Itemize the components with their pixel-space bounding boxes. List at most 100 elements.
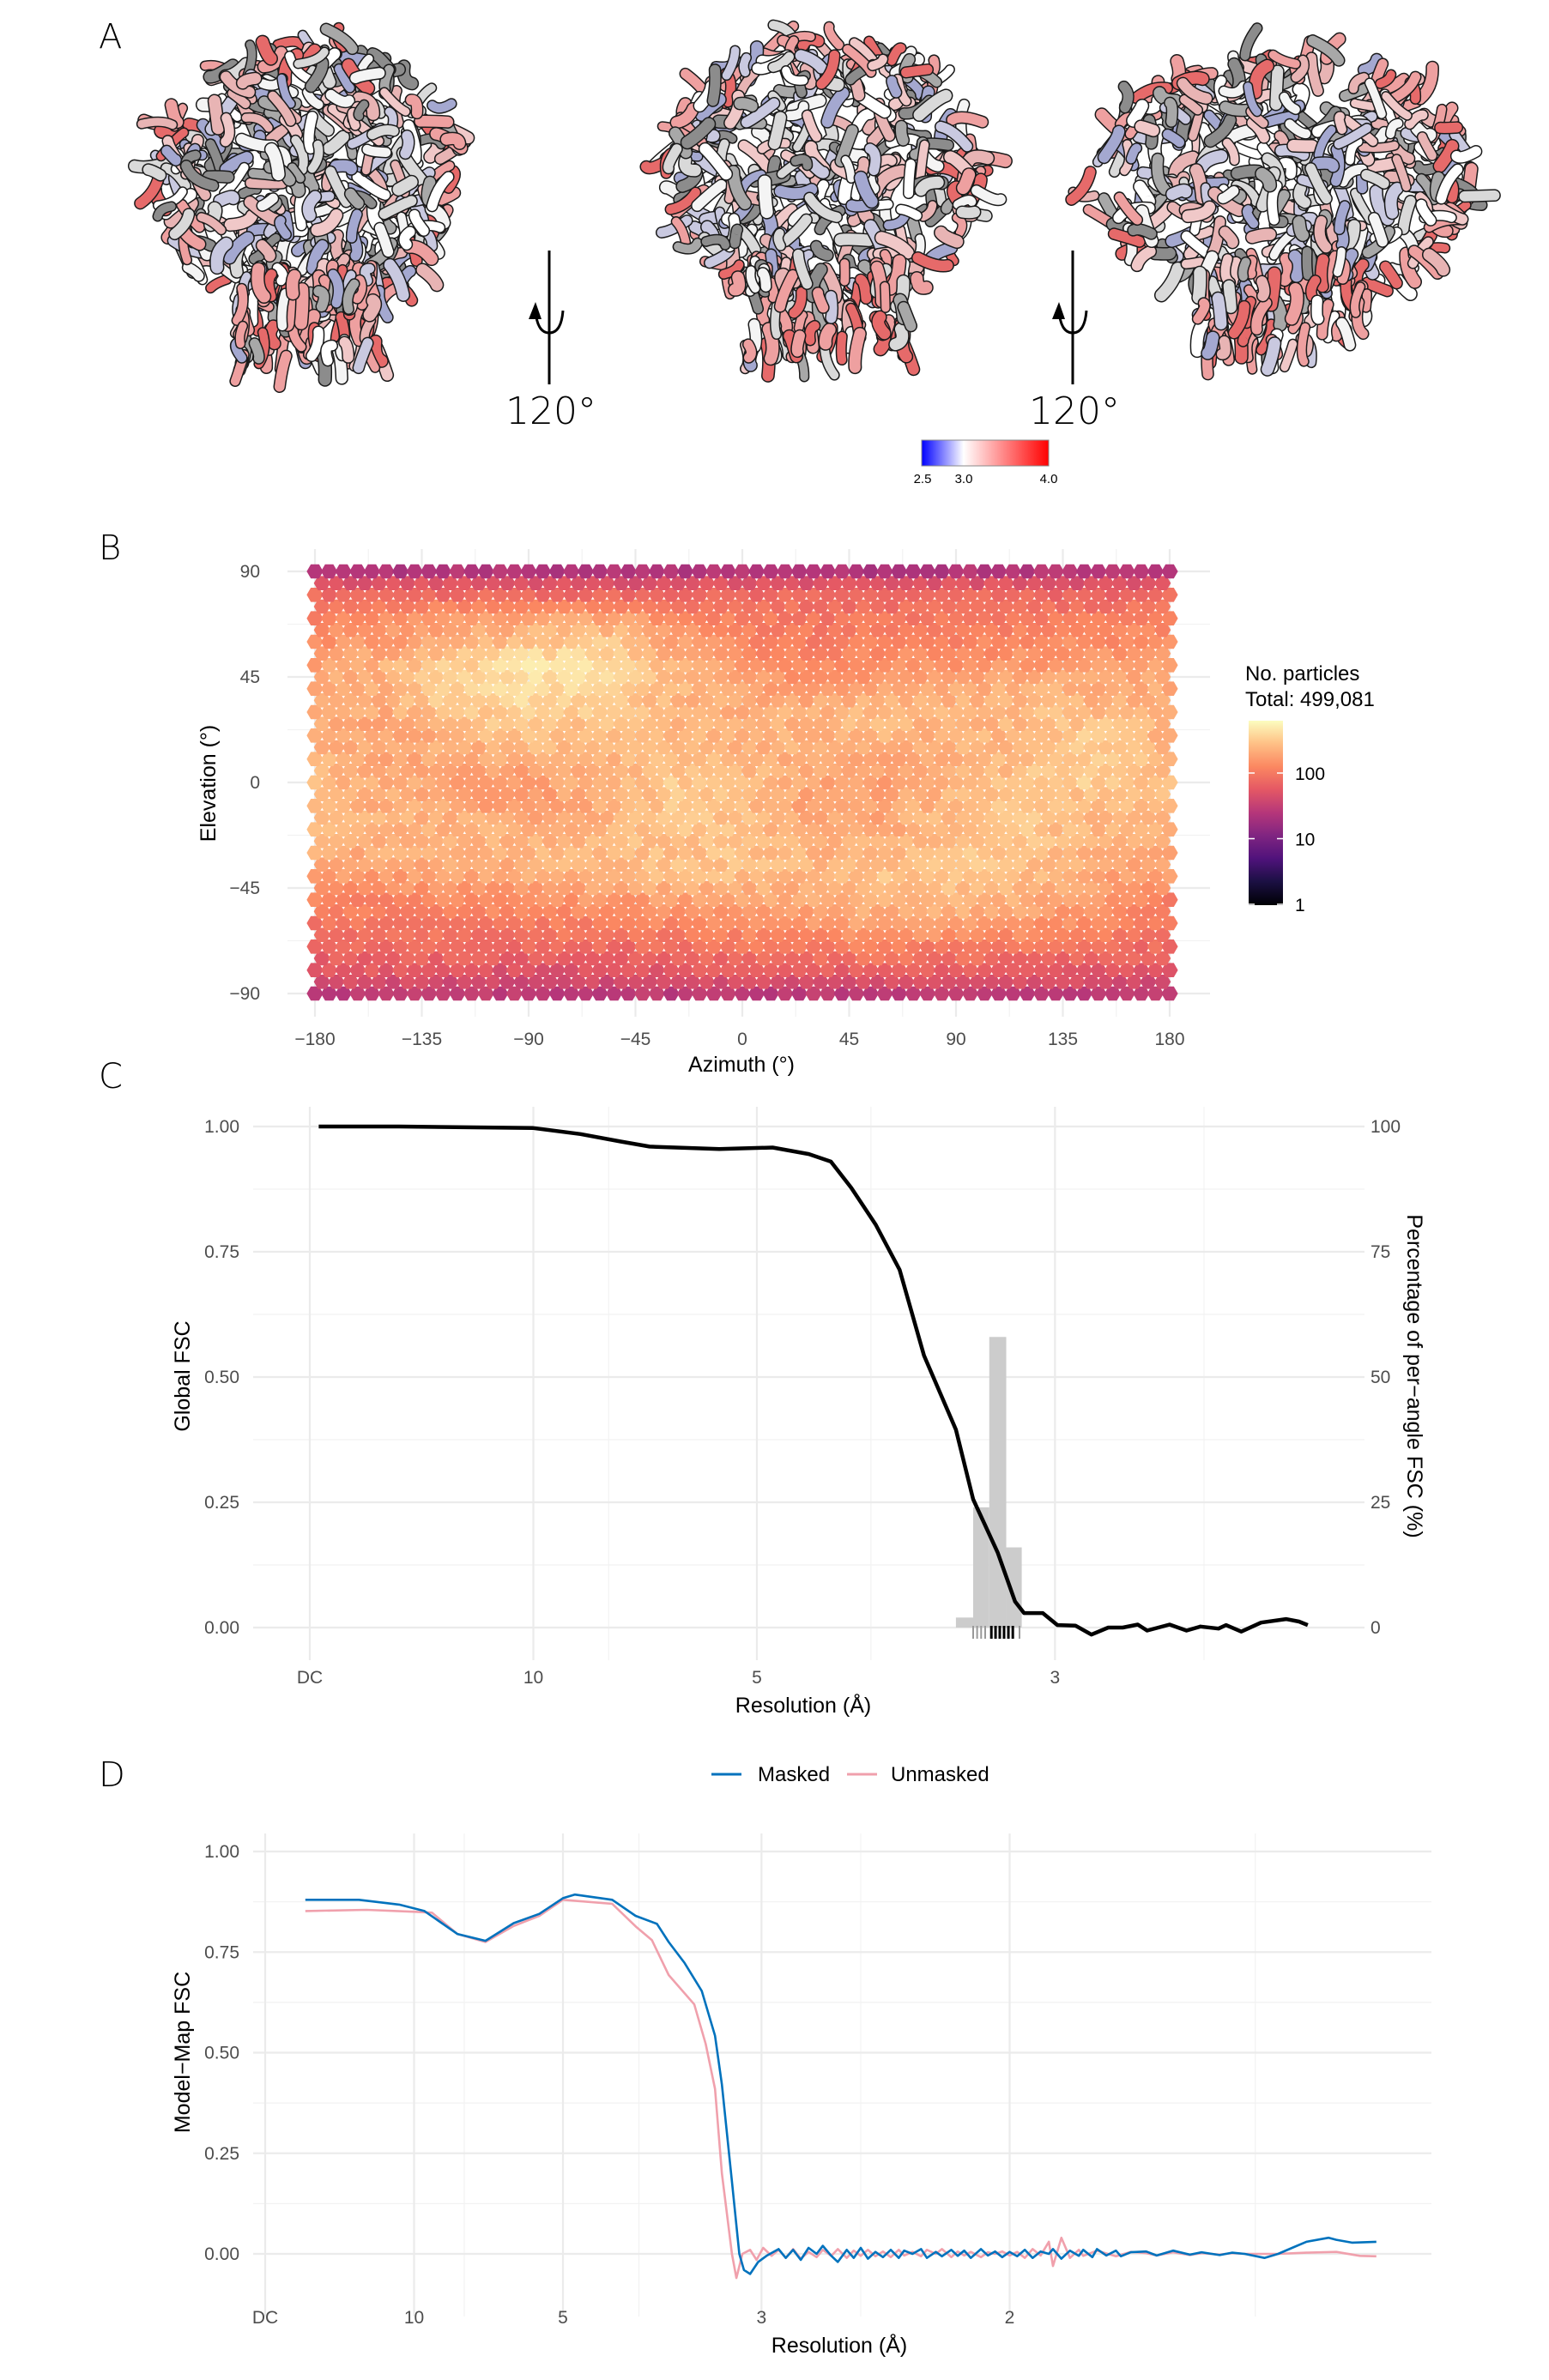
hexbin-cell <box>790 822 808 837</box>
density-strand <box>849 76 865 101</box>
hexbin-cell <box>812 857 829 872</box>
hexbin-cell <box>1047 939 1064 954</box>
hexbin-cell <box>762 986 779 1001</box>
hexbin-cell <box>812 904 829 919</box>
hexbin-cell <box>784 904 801 919</box>
hexbin-cell <box>342 904 360 919</box>
hexbin-cell <box>790 845 808 861</box>
hexbin-cell <box>606 986 623 1001</box>
hexbin-cell <box>535 892 552 907</box>
hexbin-cell <box>1019 963 1036 977</box>
density-strand <box>1358 54 1383 76</box>
hexbin-cell <box>755 810 772 825</box>
hexbin-cell <box>570 810 587 825</box>
hexbin-cell <box>933 915 950 931</box>
hexbin-cell <box>727 810 744 825</box>
hexbin-cell <box>520 963 537 977</box>
hexbin-cell <box>1075 869 1092 884</box>
hexbin-cell <box>626 834 644 849</box>
density-strand <box>342 279 360 314</box>
hexbin-cell <box>769 951 787 966</box>
hexbin-cell <box>812 951 829 966</box>
hexbin-cell <box>606 963 623 977</box>
hexbin-cell <box>891 799 908 813</box>
hexbin-cell <box>513 927 530 942</box>
density-strand <box>741 98 779 128</box>
hexbin-cell <box>399 951 416 966</box>
hexbin-cell <box>1062 939 1079 954</box>
density-strand <box>1262 337 1280 376</box>
density-strand <box>142 164 166 181</box>
hexbin-cell <box>876 939 893 954</box>
density-strand <box>444 166 460 193</box>
hexbin-cell <box>363 986 380 1001</box>
hexbin-cell <box>384 975 402 989</box>
hexbin-cell <box>1111 951 1128 966</box>
hexbin-cell <box>833 915 850 931</box>
hexbin-cell <box>378 939 395 954</box>
hexbin-cell <box>1133 892 1150 907</box>
hexbin-cell <box>1019 822 1036 837</box>
hexbin-cell <box>1097 951 1114 966</box>
density-strand <box>729 225 742 248</box>
density-strand <box>1362 277 1393 296</box>
hexbin-cell <box>954 975 971 989</box>
hexbin-cell <box>335 799 352 813</box>
density-strand <box>826 291 838 323</box>
hexbin-cell <box>584 857 602 872</box>
hexbin-cell <box>826 880 844 896</box>
hexbin-cell <box>349 939 366 954</box>
density-strand <box>335 64 354 93</box>
hexbin-cell <box>335 986 352 1001</box>
hexbin-cell <box>328 857 345 872</box>
hexbin-cell <box>1161 915 1178 931</box>
density-strand <box>1358 141 1399 152</box>
hexbin-cell <box>484 951 502 966</box>
density-strand <box>804 193 842 222</box>
hexbin-cell <box>954 857 971 872</box>
density-strand <box>416 263 443 291</box>
density-strand <box>1451 146 1481 163</box>
hexbin-cell <box>840 951 858 966</box>
hexbin-cell <box>969 927 986 942</box>
hexbin-cell <box>1111 834 1128 849</box>
density-strand <box>1334 247 1346 276</box>
hexbin-cell <box>684 810 701 825</box>
hexbin-cell <box>1161 822 1178 837</box>
hexbin-cell <box>427 904 445 919</box>
density-strand <box>834 233 875 246</box>
hexbin-cell <box>656 951 673 966</box>
hexbin-cell <box>1104 822 1122 837</box>
density-strand <box>206 139 225 172</box>
hexbin-cell <box>335 892 352 907</box>
hexbin-cell <box>898 904 915 919</box>
hexbin-cell <box>563 963 580 977</box>
hexbin-cell <box>898 975 915 989</box>
density-strand <box>813 287 829 313</box>
density-strand <box>321 341 337 365</box>
hexbin-cell <box>1161 963 1178 977</box>
hexbin-cell <box>384 834 402 849</box>
hexbin-cell <box>591 799 608 813</box>
hexbin-cell <box>1097 927 1114 942</box>
density-strand <box>1165 98 1177 127</box>
hexbin-cell <box>505 963 523 977</box>
density-strand <box>855 172 878 208</box>
hexbin-cell <box>976 963 993 977</box>
density-strand <box>1280 340 1298 371</box>
density-strand <box>1391 144 1414 164</box>
hexbin-cell <box>413 904 431 919</box>
hexbin-cell <box>997 880 1014 896</box>
hexbin-cell <box>962 963 979 977</box>
density-strand <box>734 98 758 112</box>
hexbin-cell <box>342 975 360 989</box>
hexbin-cell <box>712 927 729 942</box>
hexbin-cell <box>840 857 858 872</box>
hexbin-cell <box>1154 904 1171 919</box>
hexbin-cell <box>584 904 602 919</box>
hexbin-cell <box>563 939 580 954</box>
hexbin-cell <box>669 857 687 872</box>
density-strand <box>1223 138 1239 165</box>
hexbin-cell <box>371 975 388 989</box>
density-strand <box>971 185 1006 205</box>
